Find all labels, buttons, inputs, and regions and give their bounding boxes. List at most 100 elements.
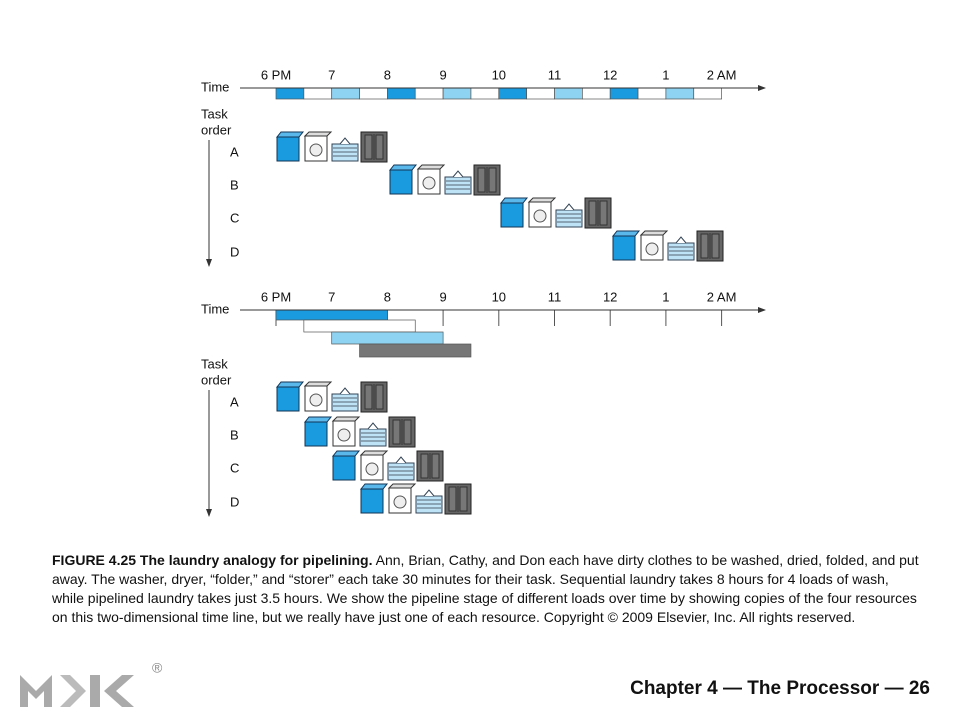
washer-top <box>275 131 305 138</box>
task-order-label: order <box>201 372 232 387</box>
caption: FIGURE 4.25 The laundry analogy for pipe… <box>52 551 922 627</box>
folder-shirt <box>395 456 407 464</box>
machines <box>499 197 612 229</box>
storer-doors <box>588 200 608 226</box>
storer-doors <box>448 486 468 512</box>
folder-shirt <box>339 137 351 145</box>
time-cell <box>609 87 639 100</box>
storer-doors <box>364 134 384 160</box>
folder-lines <box>417 499 441 509</box>
time-cell <box>414 87 444 100</box>
folder-lines <box>669 246 693 256</box>
stage-dry <box>303 319 416 333</box>
dryer-top <box>527 197 557 203</box>
washer-top <box>611 230 641 237</box>
time-cell <box>442 87 472 100</box>
hour-label: 6 PM <box>261 67 291 82</box>
washer-top <box>303 416 333 423</box>
task-order-label: Task <box>201 106 228 121</box>
hour-label: 10 <box>492 289 506 304</box>
hour-label: 12 <box>603 289 617 304</box>
time-cell <box>331 87 360 100</box>
dryer-door <box>309 393 323 407</box>
time-cell <box>693 87 722 100</box>
stage-fold <box>331 331 444 345</box>
folder-lines <box>389 466 413 476</box>
machines <box>303 416 416 448</box>
task-label: C <box>230 210 239 225</box>
dryer-top <box>639 230 669 236</box>
machines <box>275 381 388 413</box>
machines <box>359 483 472 515</box>
logo-mark: ® <box>152 660 163 676</box>
hour-label: 9 <box>439 289 446 304</box>
time-cell <box>387 87 416 100</box>
machines <box>611 230 724 262</box>
task-order-label: Task <box>201 356 228 371</box>
storer-doors <box>477 167 497 193</box>
folder-lines <box>361 432 385 442</box>
machines <box>331 450 444 482</box>
folder-lines <box>333 147 357 157</box>
hour-label: 7 <box>328 67 335 82</box>
folder-lines <box>333 397 357 407</box>
machines <box>388 164 501 196</box>
washer <box>304 421 328 447</box>
caption-text: Ann, Brian, Cathy, and Don each have dir… <box>52 552 919 625</box>
dryer-door <box>422 176 436 190</box>
hour-label: 9 <box>439 67 446 82</box>
time-cell <box>303 87 333 100</box>
hour-label: 8 <box>384 67 391 82</box>
folder-shirt <box>563 203 575 211</box>
folder-shirt <box>423 489 435 497</box>
task-label: B <box>230 427 239 442</box>
hour-label: 6 PM <box>261 289 291 304</box>
dryer-door <box>533 209 547 223</box>
figure-title: FIGURE 4.25 The laundry analogy for pipe… <box>52 552 373 568</box>
dryer-door <box>309 143 323 157</box>
storer-doors <box>364 384 384 410</box>
dryer-door <box>337 428 351 442</box>
time-cell <box>665 87 695 100</box>
folder-shirt <box>367 422 379 430</box>
hour-label: 11 <box>548 67 562 82</box>
time-label: Time <box>201 79 229 94</box>
time-cell <box>470 87 500 100</box>
time-cell <box>359 87 388 100</box>
dryer-top <box>416 164 446 170</box>
washer-top <box>499 197 529 204</box>
folder-shirt <box>675 236 687 244</box>
hour-label: 11 <box>548 289 562 304</box>
task-label: A <box>230 394 239 409</box>
task-label: D <box>230 494 239 509</box>
washer <box>389 169 413 195</box>
dryer-top <box>303 131 333 137</box>
task-label: C <box>230 460 239 475</box>
folder-shirt <box>339 387 351 395</box>
dryer-door <box>645 242 659 256</box>
time-cell <box>526 87 555 100</box>
hour-label: 12 <box>603 67 617 82</box>
washer-top <box>331 450 361 457</box>
storer-doors <box>700 233 720 259</box>
dryer-top <box>303 381 333 387</box>
dryer-top <box>387 483 417 489</box>
task-label: A <box>230 144 239 159</box>
washer-top <box>275 381 305 388</box>
dryer-top <box>359 450 389 456</box>
washer-top <box>388 164 418 171</box>
time-cell <box>581 87 611 100</box>
folder-lines <box>446 180 470 190</box>
task-label: B <box>230 177 239 192</box>
task-label: D <box>230 244 239 259</box>
logo: ® <box>20 660 163 707</box>
dryer-top <box>331 416 361 422</box>
time-cell <box>498 87 527 100</box>
footer: Chapter 4 — The Processor — 26 <box>630 678 930 699</box>
hour-label: 1 <box>662 289 669 304</box>
washer-top <box>359 483 389 490</box>
washer <box>500 202 524 228</box>
hour-label: 1 <box>662 67 669 82</box>
washer <box>332 455 356 481</box>
